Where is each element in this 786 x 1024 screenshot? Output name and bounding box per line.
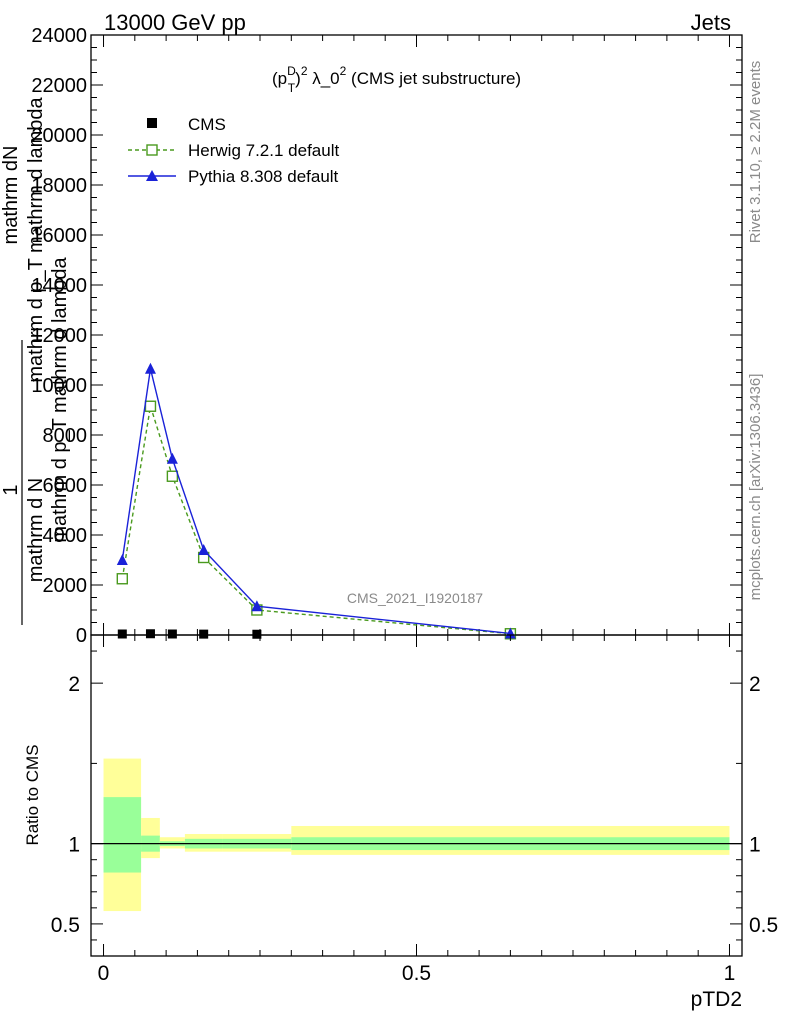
main-y-tick-label: 24000 xyxy=(31,25,87,47)
legend-title-lambda: λ_0 xyxy=(308,69,340,88)
data-point xyxy=(504,627,516,639)
main-axis-ticks xyxy=(91,34,742,636)
header-process: Jets xyxy=(691,10,731,35)
ratio-band-inner xyxy=(103,797,142,873)
main-y-tick-label: 2000 xyxy=(43,575,88,597)
data-point xyxy=(251,600,263,612)
data-point xyxy=(145,629,155,639)
legend-herwig-marker xyxy=(146,144,158,156)
x-tick-label: 1 xyxy=(724,962,736,985)
mcplots-label: mcplots.cern.ch [arXiv:1306.3436] xyxy=(747,374,764,601)
data-point xyxy=(117,629,127,639)
main-y-tick-label: 22000 xyxy=(31,75,87,97)
ratio-y-tick-labels: 0.5 0.5 1 1 2 2 xyxy=(51,673,778,937)
analysis-watermark: CMS_2021_I1920187 xyxy=(347,590,483,606)
data-point xyxy=(252,629,262,639)
legend-cms-label: CMS xyxy=(188,115,226,134)
main-y-tick-label: 10000 xyxy=(31,375,87,397)
legend-pythia-label: Pythia 8.308 default xyxy=(188,167,339,186)
legend-cms-marker xyxy=(147,118,157,128)
ratio-bands xyxy=(103,758,730,912)
main-y-axis-label: 1 mathrm dN mathrm d p_T mathrm d lambda… xyxy=(0,96,71,625)
data-point xyxy=(166,452,178,464)
x-axis-label: pTD2 xyxy=(691,988,742,1011)
main-y-tick-label: 20000 xyxy=(31,125,87,147)
legend-title-sub-t: T xyxy=(288,81,296,95)
rivet-version-label: Rivet 3.1.10, ≥ 2.2M events xyxy=(747,61,764,244)
ylabel-lead-top: mathrm d N xyxy=(25,478,47,582)
main-y-tick-label: 16000 xyxy=(31,225,87,247)
main-y-tick-label: 8000 xyxy=(43,425,88,447)
main-y-tick-label: 14000 xyxy=(31,275,87,297)
main-y-tick-labels: 0 2000 4000 6000 8000 10000 12000 14000 16000 180… xyxy=(31,25,87,647)
ratio-y-axis-label: Ratio to CMS xyxy=(23,744,42,845)
legend-title-sup-2b: 2 xyxy=(340,64,347,78)
legend-title-open: (p xyxy=(272,69,287,88)
ratio-y-tick-label-right: 1 xyxy=(749,834,761,857)
data-point xyxy=(116,554,128,565)
legend-title-sup-2a: 2 xyxy=(301,64,308,78)
main-y-tick-label: 4000 xyxy=(43,525,88,547)
legend: CMS Herwig 7.2.1 default Pythia 8.308 de… xyxy=(128,115,339,186)
ratio-y-tick-label-right: 2 xyxy=(749,673,761,696)
legend-title: (pD T)2 λ_02 (CMS jet substructure) xyxy=(272,64,521,95)
ratio-y-tick-label-right: 0.5 xyxy=(749,914,778,937)
x-tick-label: 0 xyxy=(98,962,110,985)
header-energy: 13000 GeV pp xyxy=(104,10,246,35)
ratio-y-tick-label-left: 1 xyxy=(68,834,80,857)
data-point xyxy=(166,470,179,482)
data-point xyxy=(167,629,177,639)
data-point xyxy=(144,362,156,374)
data-point xyxy=(144,400,157,412)
main-y-tick-label: 18000 xyxy=(31,175,87,197)
x-tick-label: 0.5 xyxy=(402,962,431,985)
legend-title-rest: (CMS jet substructure) xyxy=(346,69,521,88)
ratio-axis-ticks xyxy=(91,635,742,956)
legend-title-close: ) xyxy=(295,69,301,88)
x-tick-labels: 0 0.5 1 xyxy=(98,962,736,985)
legend-pythia-marker xyxy=(146,170,158,181)
data-point xyxy=(198,544,210,555)
main-y-tick-label: 0 xyxy=(76,625,87,647)
ylabel-frac-bottom: mathrm d p_T mathrm d lambda xyxy=(25,96,47,382)
ratio-y-tick-label-left: 2 xyxy=(68,673,80,696)
series-line xyxy=(121,368,511,635)
ratio-plot-frame xyxy=(90,634,743,957)
data-point xyxy=(199,629,209,639)
legend-herwig-label: Herwig 7.2.1 default xyxy=(188,141,339,160)
ylabel-one: 1 xyxy=(0,484,22,495)
ratio-y-tick-label-left: 0.5 xyxy=(51,914,80,937)
main-y-tick-label: 6000 xyxy=(43,475,88,497)
legend-title-sup-d: D xyxy=(287,64,296,78)
series-layer xyxy=(116,362,517,640)
ylabel-frac-top: mathrm dN xyxy=(0,146,22,245)
ylabel-lead-bottom: mathrm d p_T mathrm d lambda xyxy=(49,256,71,542)
data-point xyxy=(116,573,128,585)
main-y-tick-label: 12000 xyxy=(31,325,87,347)
